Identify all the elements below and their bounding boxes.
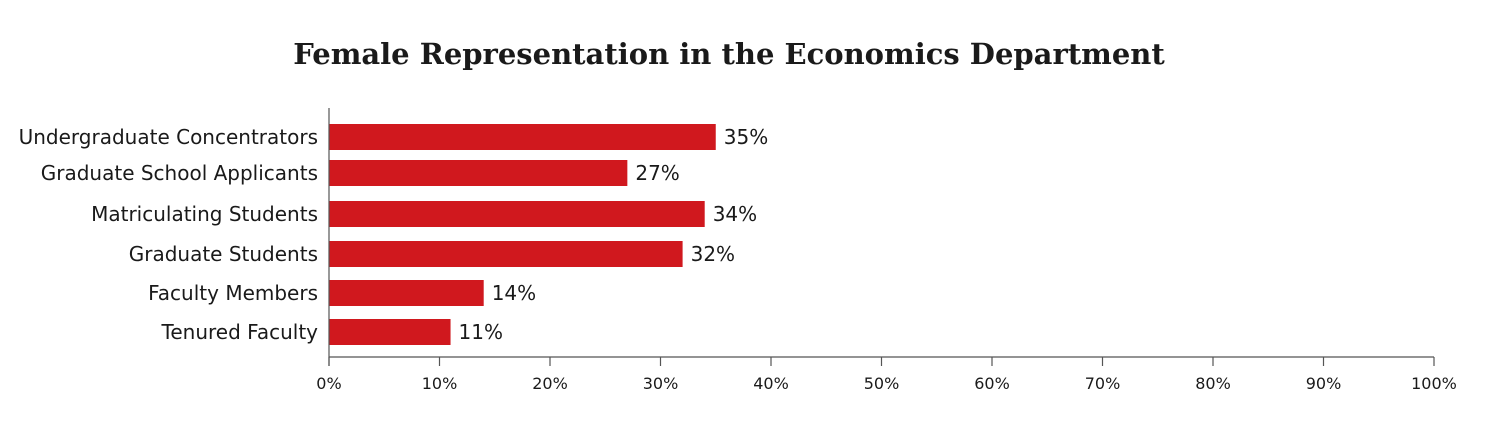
data-label: 32% [691, 242, 735, 266]
x-axis: 0% 10% 20% 30% 40% 50% 60% 70% 80% 90% 100% [316, 108, 1457, 393]
x-tick-label: 60% [974, 374, 1010, 393]
x-tick-label: 30% [643, 374, 679, 393]
category-label: Matriculating Students [91, 202, 318, 226]
category-label: Graduate School Applicants [41, 161, 318, 185]
data-label: 34% [713, 202, 757, 226]
x-tick-label: 50% [864, 374, 900, 393]
data-label: 11% [459, 320, 503, 344]
category-label: Undergraduate Concentrators [19, 125, 318, 149]
bar [329, 280, 484, 306]
bar [329, 160, 628, 186]
x-tick-label: 10% [422, 374, 458, 393]
x-tick-label: 70% [1085, 374, 1121, 393]
data-label: 14% [492, 281, 536, 305]
category-label: Graduate Students [129, 242, 318, 266]
bar [329, 201, 705, 227]
category-label: Faculty Members [148, 281, 318, 305]
x-tick-label: 90% [1306, 374, 1342, 393]
bars-layer: Undergraduate Concentrators 35% Graduate S… [19, 124, 768, 345]
x-tick-label: 20% [532, 374, 568, 393]
bar [329, 241, 683, 267]
data-label: 35% [724, 125, 768, 149]
data-label: 27% [635, 161, 679, 185]
category-label: Tenured Faculty [161, 320, 319, 344]
bar [329, 124, 716, 150]
chart-title: Female Representation in the Economics D… [293, 37, 1165, 71]
x-tick-label: 40% [753, 374, 789, 393]
bar [329, 319, 451, 345]
x-tick-label: 100% [1411, 374, 1457, 393]
x-tick-label: 0% [316, 374, 341, 393]
x-tick-label: 80% [1195, 374, 1231, 393]
